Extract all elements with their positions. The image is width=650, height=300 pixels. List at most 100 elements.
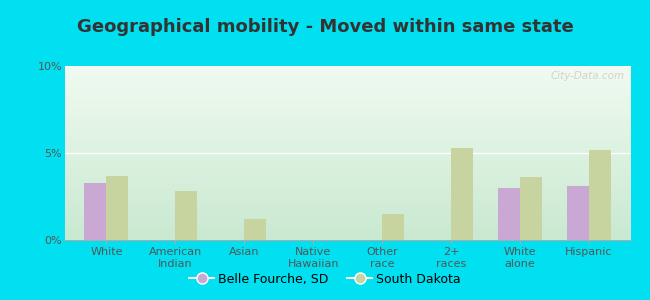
- Bar: [65, 80, 630, 82]
- Bar: [65, 94, 630, 96]
- Bar: [65, 106, 630, 108]
- Bar: [65, 157, 630, 158]
- Bar: [65, 104, 630, 106]
- Bar: [65, 223, 630, 224]
- Bar: [65, 231, 630, 233]
- Bar: [65, 68, 630, 70]
- Bar: [65, 167, 630, 169]
- Bar: [65, 214, 630, 216]
- Bar: [65, 151, 630, 153]
- Bar: [65, 73, 630, 75]
- Bar: [65, 132, 630, 134]
- Bar: [65, 127, 630, 129]
- Bar: [65, 162, 630, 164]
- Bar: [65, 75, 630, 76]
- Bar: [65, 148, 630, 149]
- Bar: [107, 176, 129, 240]
- Bar: [65, 196, 630, 198]
- Bar: [65, 92, 630, 94]
- Bar: [65, 144, 630, 146]
- Bar: [65, 85, 630, 87]
- Bar: [65, 141, 630, 142]
- Bar: [65, 172, 630, 174]
- Bar: [65, 238, 630, 240]
- Bar: [65, 183, 630, 184]
- Bar: [65, 123, 630, 125]
- Bar: [65, 205, 630, 207]
- Bar: [65, 177, 630, 179]
- Bar: [65, 160, 630, 162]
- Bar: [65, 76, 630, 78]
- Bar: [589, 149, 611, 240]
- Bar: [520, 177, 542, 240]
- Bar: [65, 179, 630, 181]
- Bar: [65, 233, 630, 235]
- Bar: [65, 191, 630, 193]
- Bar: [65, 226, 630, 228]
- Bar: [65, 137, 630, 139]
- Bar: [65, 70, 630, 71]
- Bar: [65, 221, 630, 223]
- Bar: [65, 228, 630, 230]
- Bar: [65, 82, 630, 83]
- Bar: [65, 97, 630, 99]
- Bar: [65, 212, 630, 214]
- Bar: [451, 148, 473, 240]
- Bar: [65, 207, 630, 209]
- Bar: [65, 219, 630, 221]
- Bar: [65, 186, 630, 188]
- Bar: [65, 87, 630, 88]
- Bar: [65, 236, 630, 238]
- Bar: [65, 115, 630, 116]
- Bar: [65, 174, 630, 176]
- Bar: [567, 186, 589, 240]
- Bar: [65, 235, 630, 236]
- Bar: [65, 230, 630, 231]
- Text: Geographical mobility - Moved within same state: Geographical mobility - Moved within sam…: [77, 18, 573, 36]
- Bar: [65, 188, 630, 190]
- Bar: [244, 219, 266, 240]
- Bar: [65, 120, 630, 122]
- Bar: [65, 155, 630, 157]
- Bar: [65, 113, 630, 115]
- Bar: [498, 188, 520, 240]
- Bar: [65, 108, 630, 109]
- Bar: [65, 209, 630, 210]
- Bar: [176, 191, 198, 240]
- Bar: [65, 153, 630, 155]
- Bar: [65, 130, 630, 132]
- Bar: [65, 210, 630, 212]
- Bar: [65, 181, 630, 183]
- Bar: [65, 202, 630, 203]
- Bar: [65, 224, 630, 226]
- Bar: [65, 165, 630, 167]
- Bar: [65, 198, 630, 200]
- Bar: [65, 142, 630, 144]
- Bar: [65, 122, 630, 123]
- Bar: [65, 169, 630, 170]
- Bar: [65, 184, 630, 186]
- Legend: Belle Fourche, SD, South Dakota: Belle Fourche, SD, South Dakota: [185, 268, 465, 291]
- Text: City-Data.com: City-Data.com: [551, 71, 625, 81]
- Bar: [65, 149, 630, 151]
- Bar: [65, 139, 630, 141]
- Bar: [65, 190, 630, 191]
- Bar: [65, 134, 630, 136]
- Bar: [65, 176, 630, 177]
- Bar: [65, 125, 630, 127]
- Bar: [65, 99, 630, 101]
- Bar: [65, 116, 630, 118]
- Bar: [65, 129, 630, 130]
- Bar: [65, 111, 630, 113]
- Bar: [65, 200, 630, 202]
- Bar: [65, 71, 630, 73]
- Bar: [65, 78, 630, 80]
- Bar: [65, 170, 630, 172]
- Bar: [65, 193, 630, 195]
- Bar: [65, 83, 630, 85]
- Bar: [65, 216, 630, 218]
- Bar: [65, 88, 630, 90]
- Bar: [65, 90, 630, 92]
- Bar: [65, 203, 630, 205]
- Bar: [65, 101, 630, 103]
